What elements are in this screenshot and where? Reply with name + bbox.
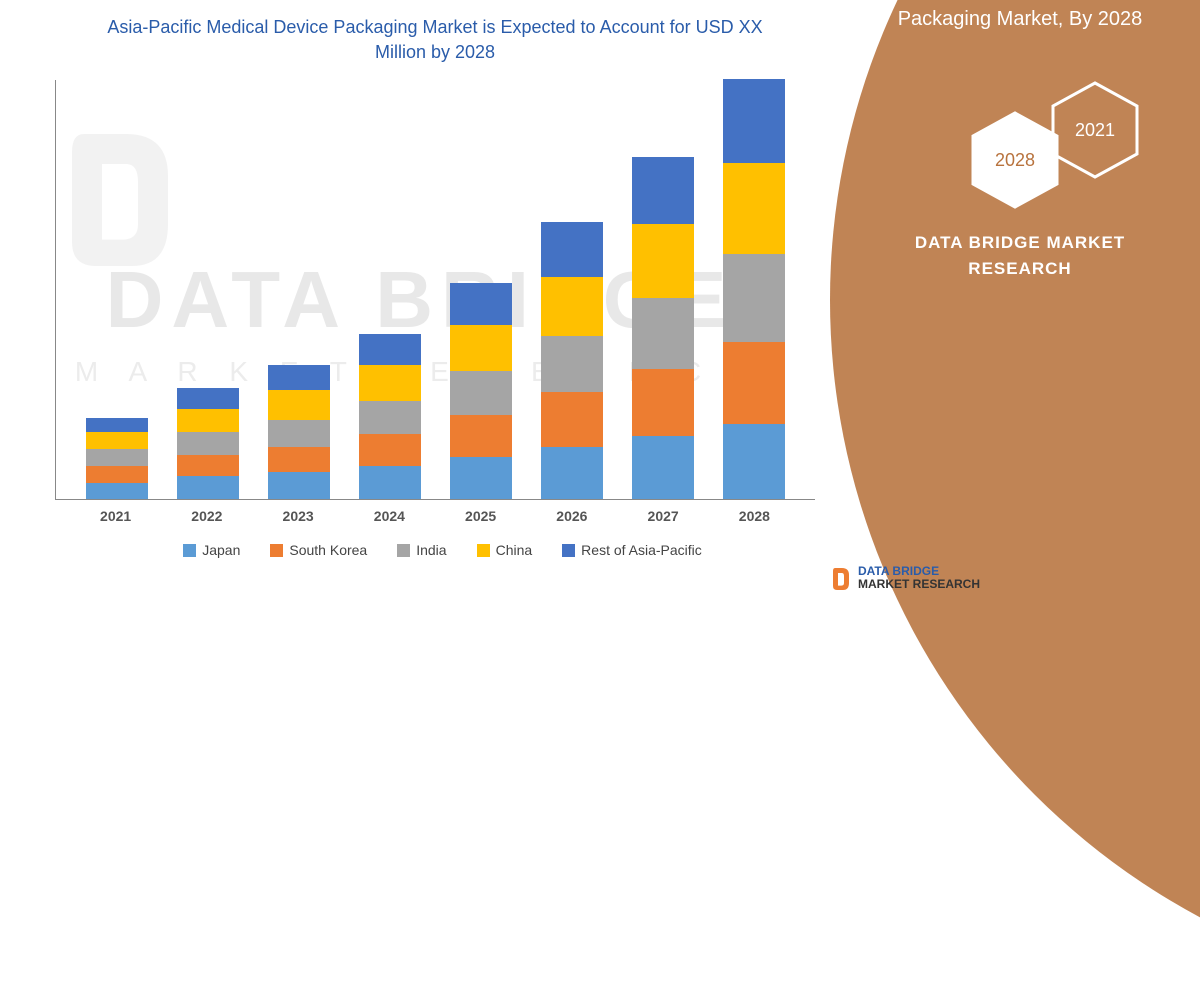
legend-swatch xyxy=(270,544,283,557)
legend-item: Rest of Asia-Pacific xyxy=(562,542,702,558)
bar-segment xyxy=(177,388,239,409)
bar-segment xyxy=(450,325,512,371)
bar-segment xyxy=(723,163,785,253)
legend-item: China xyxy=(477,542,533,558)
x-axis-label: 2023 xyxy=(267,508,329,524)
bar-stack xyxy=(541,222,603,499)
bar-segment xyxy=(86,418,148,433)
footer-logo-text: DATA BRIDGE MARKET RESEARCH xyxy=(858,565,980,591)
bar-segment xyxy=(541,222,603,277)
bar-segment xyxy=(450,415,512,457)
hexagon-2021-label: 2021 xyxy=(1075,120,1115,141)
bar-segment xyxy=(359,401,421,435)
bar-stack xyxy=(177,388,239,499)
legend-label: India xyxy=(416,542,446,558)
bar-segment xyxy=(86,432,148,449)
bar-segment xyxy=(359,365,421,401)
bar-segment xyxy=(632,224,694,298)
bar-segment xyxy=(632,436,694,499)
bar-segment xyxy=(177,409,239,432)
bar-segment xyxy=(632,298,694,369)
bar-segment xyxy=(359,466,421,500)
legend-item: South Korea xyxy=(270,542,367,558)
bar-segment xyxy=(359,434,421,466)
x-axis-label: 2024 xyxy=(358,508,420,524)
right-panel: Packaging Market, By 2028 2028 2021 DATA… xyxy=(830,0,1200,600)
legend-item: Japan xyxy=(183,542,240,558)
bar-stack xyxy=(268,365,330,499)
legend-swatch xyxy=(397,544,410,557)
bar-segment xyxy=(450,457,512,499)
brand-line2: RESEARCH xyxy=(860,256,1180,282)
chart-title: Asia-Pacific Medical Device Packaging Ma… xyxy=(40,10,830,80)
brand-line1: DATA BRIDGE MARKET xyxy=(860,230,1180,256)
legend-label: China xyxy=(496,542,533,558)
bar-stack xyxy=(86,418,148,500)
x-axis-label: 2025 xyxy=(450,508,512,524)
bar-segment xyxy=(268,447,330,472)
plot-area xyxy=(55,80,815,500)
bar-stack xyxy=(632,157,694,499)
chart-container: Asia-Pacific Medical Device Packaging Ma… xyxy=(40,10,830,590)
footer-logo: DATA BRIDGE MARKET RESEARCH xyxy=(830,564,980,592)
bar-stack xyxy=(723,79,785,499)
hexagon-2028-label: 2028 xyxy=(995,150,1035,171)
bar-segment xyxy=(268,365,330,390)
legend-label: Rest of Asia-Pacific xyxy=(581,542,702,558)
x-axis-label: 2028 xyxy=(723,508,785,524)
bar-segment xyxy=(723,254,785,342)
legend-label: South Korea xyxy=(289,542,367,558)
x-axis-label: 2022 xyxy=(176,508,238,524)
bar-segment xyxy=(723,342,785,424)
bars-row xyxy=(56,80,815,499)
legend-swatch xyxy=(477,544,490,557)
bar-segment xyxy=(268,390,330,419)
bar-segment xyxy=(86,449,148,466)
brand-text: DATA BRIDGE MARKET RESEARCH xyxy=(860,230,1180,281)
legend-swatch xyxy=(183,544,196,557)
bar-stack xyxy=(450,283,512,499)
hexagon-group: 2028 2021 xyxy=(960,80,1160,220)
bar-segment xyxy=(268,472,330,499)
hexagon-2021: 2021 xyxy=(1050,80,1140,180)
bar-segment xyxy=(632,369,694,436)
bar-segment xyxy=(177,455,239,476)
bar-segment xyxy=(450,371,512,415)
bar-stack xyxy=(359,334,421,500)
bar-segment xyxy=(541,392,603,447)
legend: Japan South Korea India China Rest of Asia-P… xyxy=(55,542,830,558)
bar-segment xyxy=(723,79,785,163)
panel-heading: Packaging Market, By 2028 xyxy=(860,8,1180,31)
bar-segment xyxy=(268,420,330,447)
x-axis: 2021 2022 2023 2024 2025 2026 2027 2028 xyxy=(55,500,815,524)
bar-segment xyxy=(86,466,148,483)
bar-segment xyxy=(541,277,603,336)
bar-segment xyxy=(450,283,512,325)
hexagon-2028: 2028 xyxy=(970,110,1060,210)
legend-swatch xyxy=(562,544,575,557)
bar-segment xyxy=(86,483,148,500)
footer-logo-line2: MARKET RESEARCH xyxy=(858,578,980,591)
bar-segment xyxy=(541,336,603,393)
bar-segment xyxy=(177,476,239,499)
bar-segment xyxy=(723,424,785,500)
legend-label: Japan xyxy=(202,542,240,558)
bar-segment xyxy=(632,157,694,224)
x-axis-label: 2027 xyxy=(632,508,694,524)
footer-logo-icon xyxy=(830,564,852,592)
bar-segment xyxy=(541,447,603,500)
legend-item: India xyxy=(397,542,446,558)
x-axis-label: 2021 xyxy=(85,508,147,524)
x-axis-label: 2026 xyxy=(541,508,603,524)
bar-segment xyxy=(177,432,239,455)
bar-segment xyxy=(359,334,421,366)
